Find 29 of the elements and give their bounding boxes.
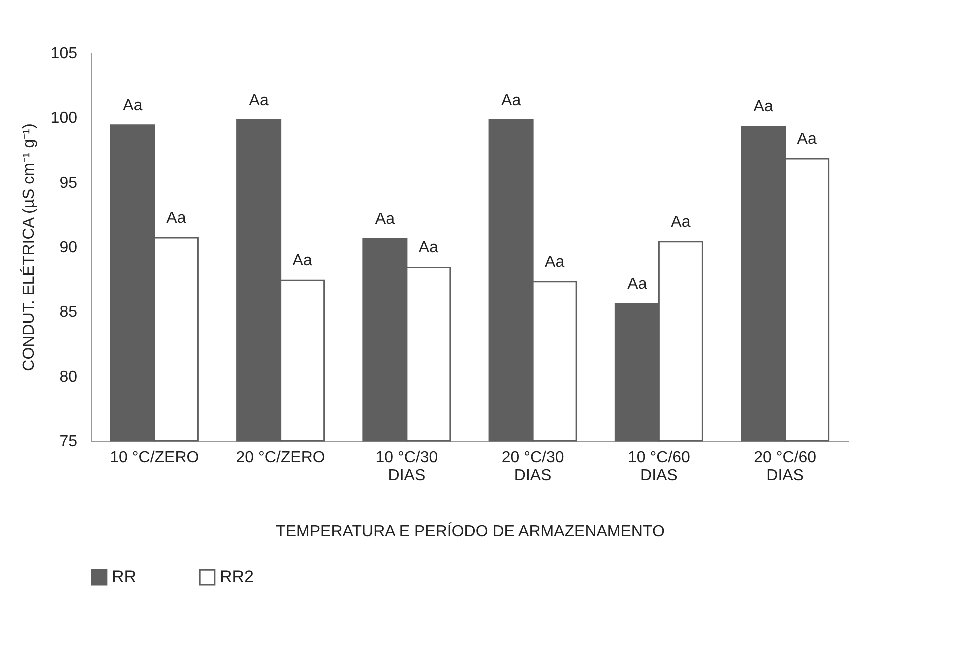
data-label: Aa	[166, 210, 186, 227]
data-label: Aa	[249, 92, 269, 110]
x-tick-label: 10 °C/ZERO	[110, 450, 200, 466]
x-tick-label: 20 °C/ZERO	[236, 450, 326, 466]
y-tick-label: 90	[60, 240, 78, 256]
data-label: Aa	[545, 254, 565, 271]
data-label: Aa	[292, 252, 312, 270]
data-label: Aa	[418, 240, 439, 257]
data-label: Aa	[375, 211, 396, 228]
data-label: Aa	[671, 214, 691, 231]
y-tick-label: 100	[50, 110, 78, 128]
x-tick-label: 10 °C/30 DIAS	[376, 450, 438, 484]
y-tick-label: 75	[60, 434, 78, 450]
x-tick-label: 20 °C/60 DIAS	[754, 450, 817, 484]
y-axis-title: CONDUT. ELÉTRICA (µS cm⁻¹ g⁻¹)	[20, 124, 38, 372]
data-label: Aa	[797, 131, 817, 148]
y-tick-label: 105	[50, 46, 78, 62]
y-tick-label: 80	[60, 368, 78, 386]
x-tick-label: 10 °C/60 DIAS	[628, 450, 691, 484]
legend-label: RR	[112, 568, 137, 587]
data-label: Aa	[123, 97, 143, 114]
y-tick-label: 85	[60, 304, 78, 322]
data-label: Aa	[754, 98, 774, 116]
y-tick-label: 95	[60, 174, 78, 192]
x-axis-title: TEMPERATURA E PERÍODO DE ARMAZENAMENTO	[276, 522, 665, 540]
legend-label: RR2	[220, 568, 254, 587]
data-label: Aa	[628, 276, 648, 293]
data-label: Aa	[502, 92, 522, 110]
x-tick-label: 20 °C/30 DIAS	[502, 450, 564, 484]
